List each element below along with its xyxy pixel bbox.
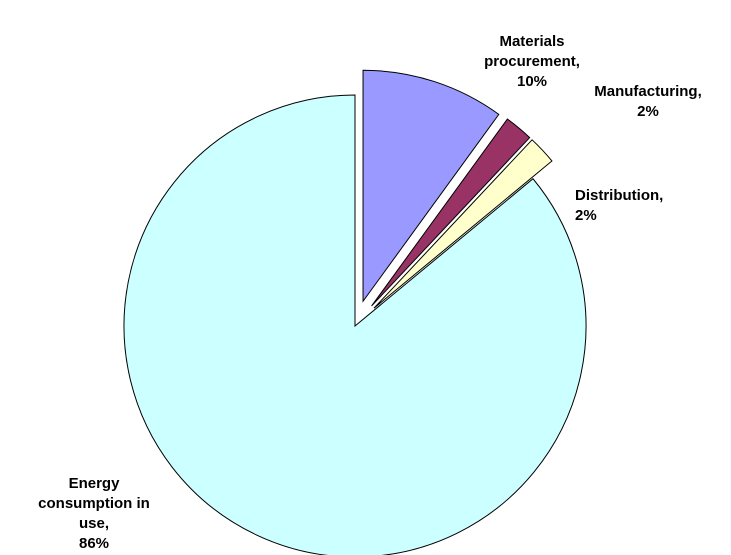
slice-manufacturing <box>371 118 531 307</box>
slice-distribution <box>373 139 553 309</box>
label-materials-procurement-line1: Materials procurement <box>484 33 576 70</box>
slice-energy-consumption <box>123 94 587 555</box>
label-distribution-name: Distribution <box>575 187 660 204</box>
label-manufacturing-name: Manufacturing <box>594 83 698 100</box>
label-materials-procurement: Materials procurement, 10% <box>484 33 580 90</box>
label-distribution: Distribution, 2% <box>575 187 664 224</box>
label-energy-consumption-value: 86% <box>78 535 110 552</box>
slice-materials-procurement <box>362 69 500 303</box>
label-energy-consumption: Energy consumption in use, 86% <box>38 475 150 552</box>
label-manufacturing: Manufacturing, 2% <box>594 83 702 120</box>
label-manufacturing-value: 2% <box>637 103 659 120</box>
label-distribution-value: 2% <box>575 207 597 224</box>
label-materials-procurement-value: 10% <box>516 73 548 90</box>
label-energy-consumption-name: Energy consumption in use <box>38 475 150 532</box>
